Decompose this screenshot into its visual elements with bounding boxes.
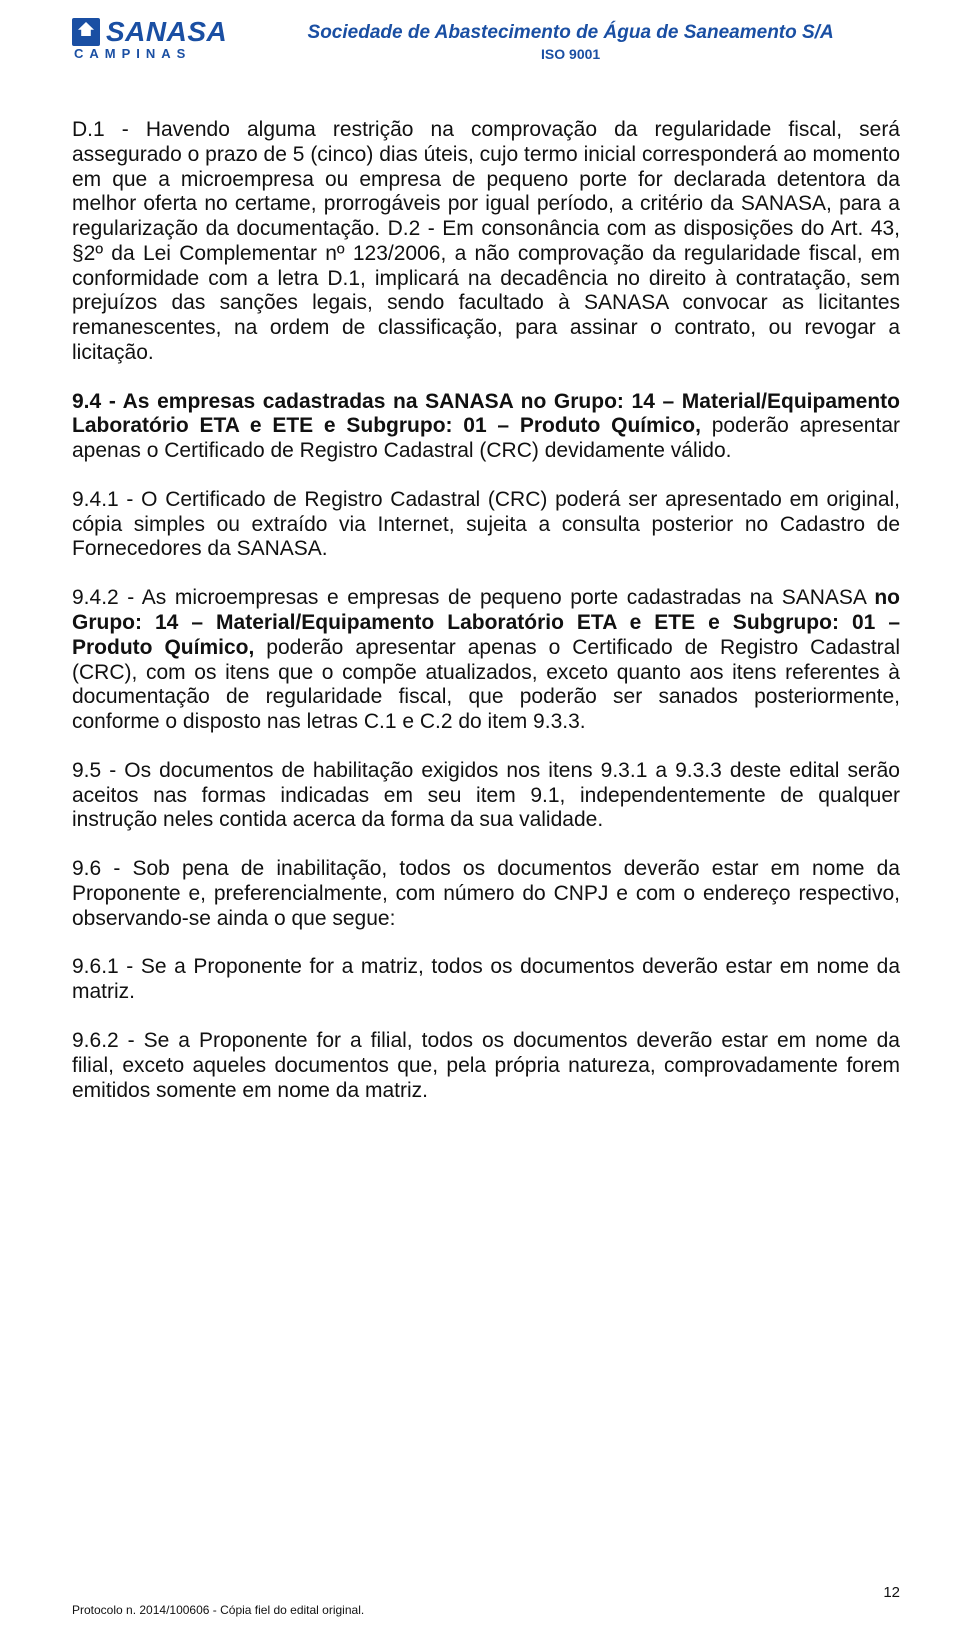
house-icon <box>72 18 100 46</box>
page-footer: 12 Protocolo n. 2014/100606 - Cópia fiel… <box>72 1601 900 1619</box>
paragraph-9-4-2: 9.4.2 - As microempresas e empresas de p… <box>72 586 900 735</box>
iso-label: ISO 9001 <box>241 46 900 62</box>
paragraph-d1-d2: D.1 - Havendo alguma restrição na compro… <box>72 118 900 366</box>
document-body: D.1 - Havendo alguma restrição na compro… <box>72 62 900 1103</box>
paragraph-9-4: 9.4 - As empresas cadastradas na SANASA … <box>72 390 900 464</box>
page-header: SANASA CAMPINAS Sociedade de Abastecimen… <box>72 0 900 62</box>
paragraph-9-4-1: 9.4.1 - O Certificado de Registro Cadast… <box>72 488 900 562</box>
header-titles: Sociedade de Abastecimento de Água de Sa… <box>241 16 900 62</box>
protocol-text: Protocolo n. 2014/100606 - Cópia fiel do… <box>72 1603 364 1617</box>
page-number: 12 <box>883 1584 900 1601</box>
org-title: Sociedade de Abastecimento de Água de Sa… <box>241 22 900 44</box>
paragraph-9-6-2: 9.6.2 - Se a Proponente for a filial, to… <box>72 1029 900 1103</box>
logo-name: SANASA <box>106 16 227 48</box>
paragraph-9-6-1: 9.6.1 - Se a Proponente for a matriz, to… <box>72 955 900 1005</box>
page: SANASA CAMPINAS Sociedade de Abastecimen… <box>0 0 960 1637</box>
text-9-4-2-a: 9.4.2 - As microempresas e empresas de p… <box>72 586 874 609</box>
logo-block: SANASA CAMPINAS <box>72 16 227 61</box>
logo-top: SANASA <box>72 16 227 48</box>
logo-subtitle: CAMPINAS <box>74 46 191 61</box>
paragraph-9-5: 9.5 - Os documentos de habilitação exigi… <box>72 759 900 833</box>
paragraph-9-6: 9.6 - Sob pena de inabilitação, todos os… <box>72 857 900 931</box>
